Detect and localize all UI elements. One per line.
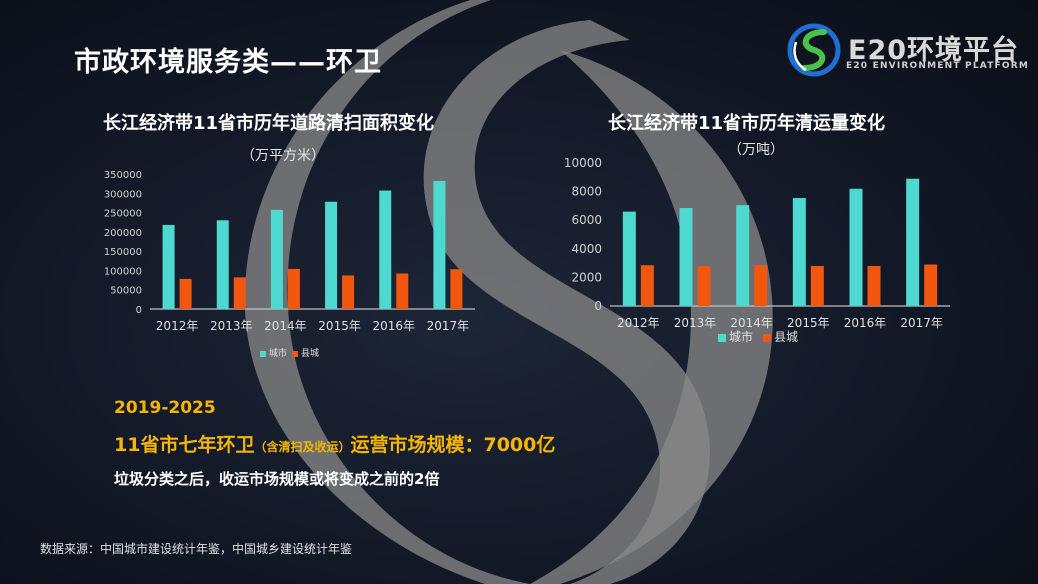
bar-county — [640, 265, 654, 306]
market-size-lead: 11省市七年环卫 — [114, 434, 255, 456]
y-tick-label: 100000 — [104, 266, 142, 277]
left-chart-unit: （万平方米） — [241, 148, 325, 164]
watermark-s-logo — [244, 0, 773, 584]
legend-label: 县城 — [301, 348, 319, 359]
page-title: 市政环境服务类——环卫 — [74, 47, 382, 78]
bar-city — [379, 190, 392, 309]
y-tick-label: 8000 — [571, 185, 602, 199]
right-chart-unit: （万吨） — [728, 142, 784, 158]
legend-swatch — [718, 334, 726, 342]
forecast-years: 2019-2025 — [114, 398, 216, 418]
legend-label: 县城 — [774, 330, 798, 344]
bar-county — [396, 273, 409, 309]
bar-county — [287, 268, 300, 309]
y-tick-label: 200000 — [104, 228, 142, 239]
x-category-label: 2014年 — [264, 319, 307, 333]
y-tick-label: 2000 — [571, 270, 602, 284]
y-tick-label: 350000 — [104, 170, 142, 181]
y-tick-label: 250000 — [104, 209, 142, 220]
x-category-label: 2014年 — [730, 316, 773, 330]
y-tick-label: 4000 — [571, 242, 602, 256]
y-tick-label: 50000 — [110, 286, 142, 297]
x-category-label: 2015年 — [318, 319, 361, 333]
x-category-label: 2017年 — [900, 316, 943, 330]
market-size-line: 11省市七年环卫（含清扫及收运）运营市场规模：7000亿 — [114, 430, 555, 457]
bar-city — [679, 208, 693, 306]
bar-county — [867, 265, 881, 306]
bar-county — [179, 278, 192, 309]
x-category-label: 2016年 — [844, 316, 887, 330]
bar-county — [233, 277, 246, 309]
bar-county — [450, 269, 463, 309]
right-chart-title: 长江经济带11省市历年清运量变化 — [608, 113, 886, 134]
legend-swatch — [763, 334, 771, 342]
data-source: 数据来源：中国城市建设统计年鉴，中国城乡建设统计年鉴 — [40, 542, 353, 556]
x-category-label: 2013年 — [674, 316, 717, 330]
market-size-scope: （含清扫及收运） — [254, 440, 351, 454]
bar-city — [433, 180, 446, 309]
bar-county — [342, 275, 355, 309]
e20-logo-icon — [787, 23, 841, 77]
bar-city — [906, 178, 920, 306]
bar-city — [622, 211, 636, 306]
y-tick-label: 0 — [136, 305, 142, 316]
bar-city — [216, 220, 229, 309]
legend-swatch — [292, 351, 298, 357]
logo-subtitle: E20 ENVIRONMENT PLATFORM — [846, 61, 1030, 71]
bar-county — [754, 265, 768, 306]
y-tick-label: 300000 — [104, 189, 142, 200]
legend-swatch — [260, 351, 266, 357]
x-category-label: 2012年 — [156, 319, 199, 333]
left-bar-chart: 0 50000 100000 150000 200000 250000 300000 3500… — [104, 170, 475, 359]
bar-county — [924, 264, 938, 306]
bar-city — [162, 224, 175, 309]
y-tick-label: 6000 — [571, 213, 602, 227]
y-tick-label: 10000 — [564, 156, 602, 170]
x-category-label: 2012年 — [617, 316, 660, 330]
x-category-label: 2017年 — [427, 319, 470, 333]
bar-city — [736, 205, 750, 306]
left-chart-title: 长江经济带11省市历年道路清扫面积变化 — [103, 113, 435, 134]
y-tick-label: 0 — [594, 299, 602, 313]
logo-name: E20环境平台 — [848, 35, 1020, 66]
bar-city — [849, 188, 863, 306]
bar-county — [697, 265, 711, 306]
bar-county — [810, 265, 824, 306]
classification-note: 垃圾分类之后，收运市场规模或将变成之前的2倍 — [114, 470, 440, 488]
bar-city — [270, 209, 283, 309]
x-category-label: 2013年 — [210, 319, 253, 333]
bar-city — [792, 198, 806, 306]
x-category-label: 2016年 — [372, 319, 415, 333]
right-bar-chart: 0 2000 4000 6000 8000 10000 2012年 2013年 2014年 201… — [564, 156, 950, 344]
market-size-value: 运营市场规模：7000亿 — [350, 434, 556, 456]
x-category-label: 2015年 — [787, 316, 830, 330]
legend-label: 城市 — [729, 329, 753, 344]
bar-city — [325, 201, 338, 309]
y-tick-label: 150000 — [104, 247, 142, 258]
legend-label: 城市 — [269, 347, 287, 359]
